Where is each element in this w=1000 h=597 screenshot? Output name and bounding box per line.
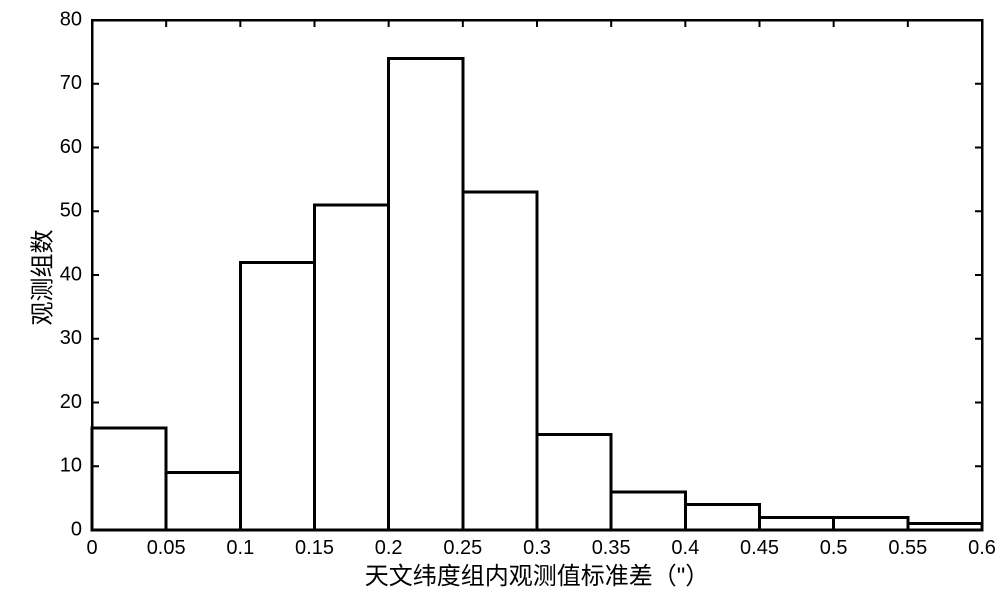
x-tick-label: 0.05 bbox=[147, 537, 186, 559]
x-tick-label: 0.1 bbox=[226, 537, 254, 559]
y-tick-label: 10 bbox=[60, 455, 82, 477]
histogram-bar bbox=[240, 262, 314, 530]
x-tick-label: 0.6 bbox=[968, 537, 996, 559]
x-tick-label: 0.25 bbox=[443, 537, 482, 559]
y-tick-label: 40 bbox=[60, 263, 82, 285]
histogram-chart: 0 10 20 30 40 50 60 70 80 0 0.05 0.1 0.15 0.2 0.25 0.3 0… bbox=[0, 0, 1000, 597]
histogram-bar bbox=[463, 192, 537, 530]
x-tick-label: 0.3 bbox=[523, 537, 551, 559]
x-tick-label: 0.15 bbox=[295, 537, 334, 559]
histogram-bar bbox=[760, 517, 834, 530]
histogram-bar bbox=[389, 58, 463, 530]
y-tick-label: 20 bbox=[60, 391, 82, 413]
y-tick-label: 80 bbox=[60, 8, 82, 30]
x-tick-label: 0.5 bbox=[820, 537, 848, 559]
chart-svg: 0 10 20 30 40 50 60 70 80 0 0.05 0.1 0.15 0.2 0.25 0.3 0… bbox=[0, 0, 1000, 597]
histogram-bar bbox=[92, 428, 166, 530]
x-tick-label: 0.45 bbox=[740, 537, 779, 559]
x-tick-label: 0.55 bbox=[888, 537, 927, 559]
y-tick-label: 50 bbox=[60, 200, 82, 222]
histogram-bar bbox=[834, 517, 908, 530]
y-tick-label: 60 bbox=[60, 136, 82, 158]
y-tick-label: 0 bbox=[71, 518, 82, 540]
histogram-bar bbox=[537, 434, 611, 530]
histogram-bar bbox=[315, 205, 389, 530]
y-axis-title: 观测组数 bbox=[23, 218, 58, 338]
y-tick-label: 70 bbox=[60, 72, 82, 94]
x-tick-label: 0.4 bbox=[671, 537, 699, 559]
histogram-bar bbox=[611, 492, 685, 530]
y-tick-label: 30 bbox=[60, 327, 82, 349]
histogram-bar bbox=[166, 473, 240, 530]
x-tick-label: 0 bbox=[86, 537, 97, 559]
histogram-bar bbox=[685, 505, 759, 531]
x-tick-label: 0.2 bbox=[375, 537, 403, 559]
x-axis-title: 天文纬度组内观测值标准差（"） bbox=[365, 563, 710, 590]
x-tick-label: 0.35 bbox=[592, 537, 631, 559]
